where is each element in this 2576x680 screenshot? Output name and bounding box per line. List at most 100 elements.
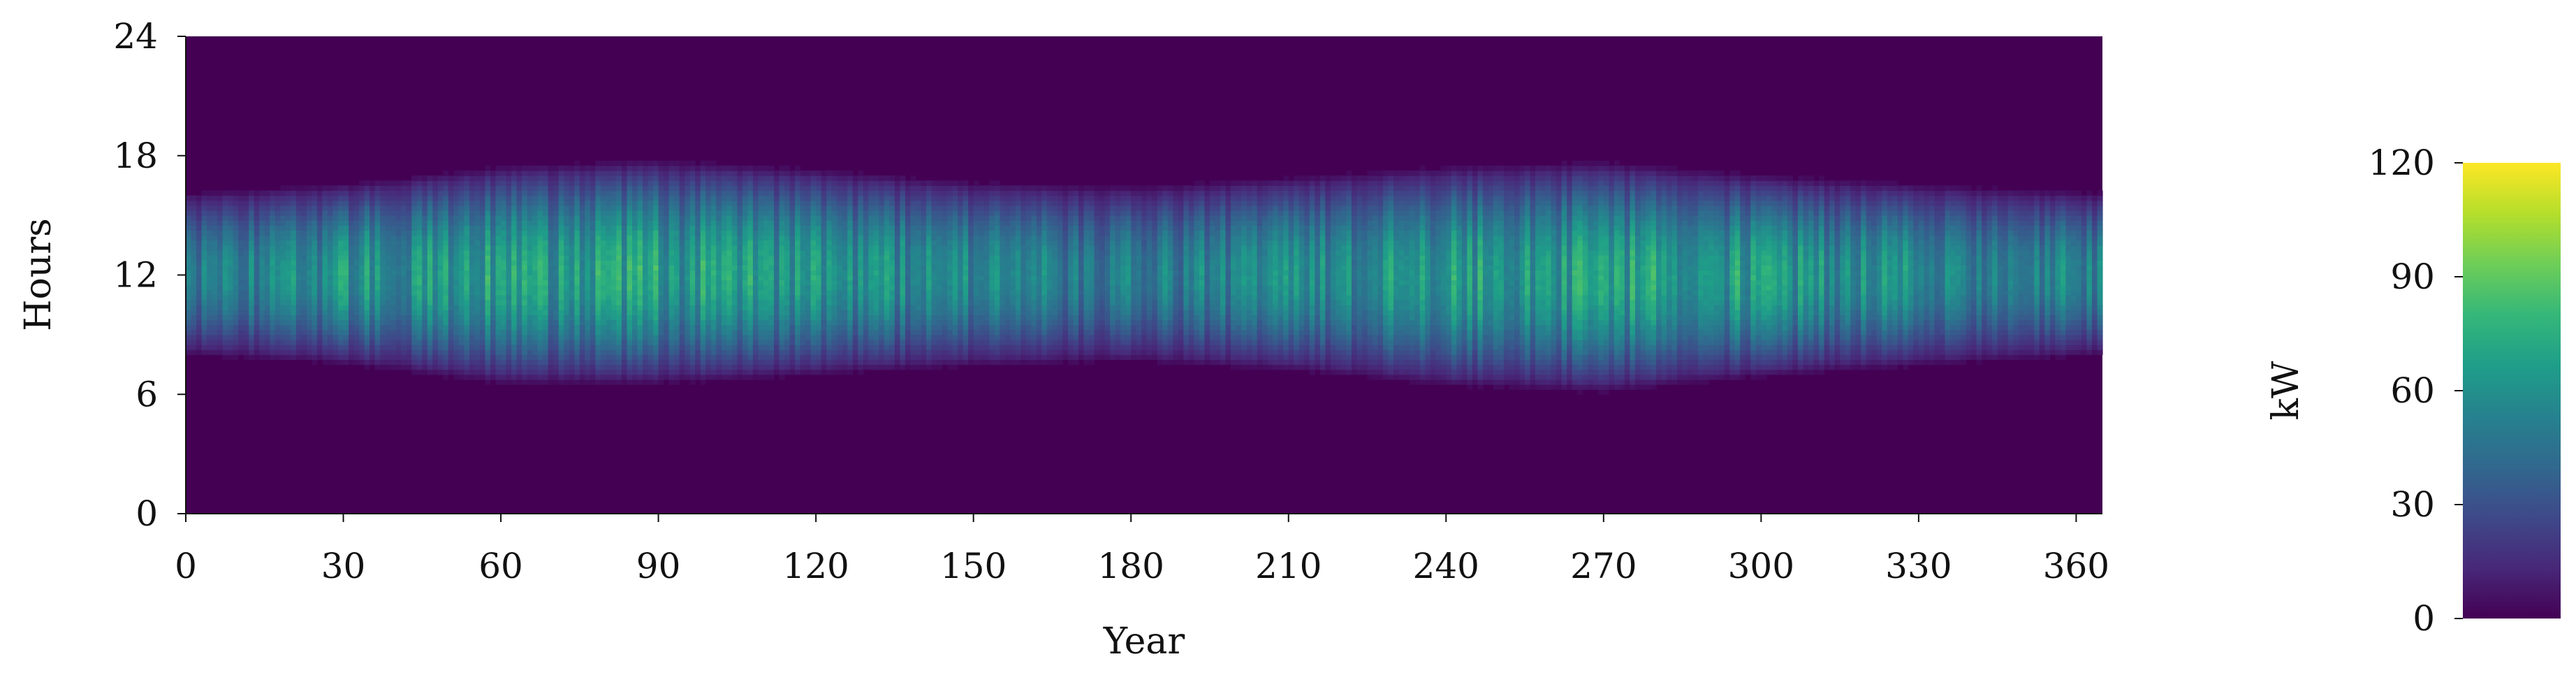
heatmap-cell [721,324,727,331]
heatmap-cell [731,240,738,246]
heatmap-cell [695,205,701,211]
heatmap-cell [768,249,775,256]
heatmap-cell [689,354,696,361]
heatmap-cell [737,210,743,216]
heatmap-cell [579,255,585,261]
heatmap-cell [306,195,313,201]
heatmap-cell [522,190,528,196]
heatmap-cell [338,245,344,251]
heatmap-cell [238,265,244,270]
heatmap-cell [810,255,817,261]
heatmap-cell [395,249,402,256]
heatmap-cell [191,260,197,266]
heatmap-cell [600,185,607,191]
heatmap-cell [768,349,775,355]
heatmap-cell [338,249,344,256]
heatmap-cell [658,294,664,301]
heatmap-cell [773,305,780,310]
heatmap-cell [437,255,444,261]
heatmap-cell [490,175,497,181]
heatmap-cell [416,190,423,196]
heatmap-cell [448,324,455,331]
heatmap-cell [668,314,675,321]
heatmap-cell [406,205,412,211]
heatmap-cell [527,260,533,266]
heatmap-cell [543,345,549,350]
heatmap-cell [312,275,318,281]
heatmap-cell [217,329,224,335]
heatmap-cell [249,289,255,296]
heatmap-cell [301,195,307,201]
heatmap-cell [805,349,812,355]
heatmap-cell [249,310,255,316]
heatmap-cell [448,319,455,326]
heatmap-cell [647,280,654,286]
heatmap-cell [737,329,743,335]
heatmap-cell [795,300,801,305]
heatmap-cell [632,220,638,226]
heatmap-cell [616,364,622,370]
heatmap-cell [427,230,433,236]
heatmap-cell [643,160,649,166]
heatmap-cell [627,289,633,296]
heatmap-cell [349,275,355,281]
heatmap-cell [726,205,733,211]
heatmap-cell [474,200,481,206]
heatmap-cell [432,310,439,316]
heatmap-cell [553,345,559,350]
heatmap-cell [506,260,512,266]
heatmap-cell [207,260,213,266]
heatmap-cell [689,319,696,326]
heatmap-cell [485,205,491,211]
heatmap-cell [511,270,518,276]
heatmap-cell [647,265,654,270]
heatmap-cell [238,220,244,226]
heatmap-cell [726,339,733,345]
heatmap-cell [653,260,659,266]
heatmap-cell [679,345,685,350]
heatmap-cell [627,354,633,361]
heatmap-cell [295,354,302,361]
heatmap-cell [411,190,418,196]
heatmap-cell [805,235,812,241]
heatmap-cell [485,379,491,385]
heatmap-cell [537,175,543,181]
heatmap-cell [726,210,733,216]
heatmap-cell [458,210,465,216]
heatmap-cell [668,334,675,340]
heatmap-cell [773,280,780,286]
heatmap-cell [795,220,801,226]
heatmap-cell [658,379,664,385]
heatmap-cell [643,369,649,375]
heatmap-cell [700,314,706,321]
heatmap-cell [606,379,612,385]
heatmap-cell [401,345,407,350]
heatmap-cell [726,364,733,370]
heatmap-cell [569,319,575,326]
heatmap-cell [616,374,622,380]
heatmap-cell [600,305,607,310]
heatmap-cell [385,305,391,310]
heatmap-cell [312,359,318,366]
heatmap-cell [821,284,827,291]
heatmap-cell [469,215,476,221]
heatmap-cell [212,289,218,296]
heatmap-cell [610,374,617,380]
heatmap-cell [212,240,218,246]
heatmap-cell [595,374,601,380]
heatmap-cell [301,339,307,345]
heatmap-cell [432,200,439,206]
heatmap-cell [758,310,764,316]
heatmap-cell [595,280,601,286]
heatmap-cell [349,210,355,216]
heatmap-cell [316,210,323,216]
heatmap-cell [401,280,407,286]
heatmap-cell [243,294,249,301]
heatmap-cell [422,345,428,350]
heatmap-cell [731,165,738,171]
heatmap-cell [742,215,749,221]
heatmap-cell [805,175,812,181]
heatmap-cell [768,275,775,281]
heatmap-cell [385,180,391,187]
heatmap-cell [595,230,601,236]
